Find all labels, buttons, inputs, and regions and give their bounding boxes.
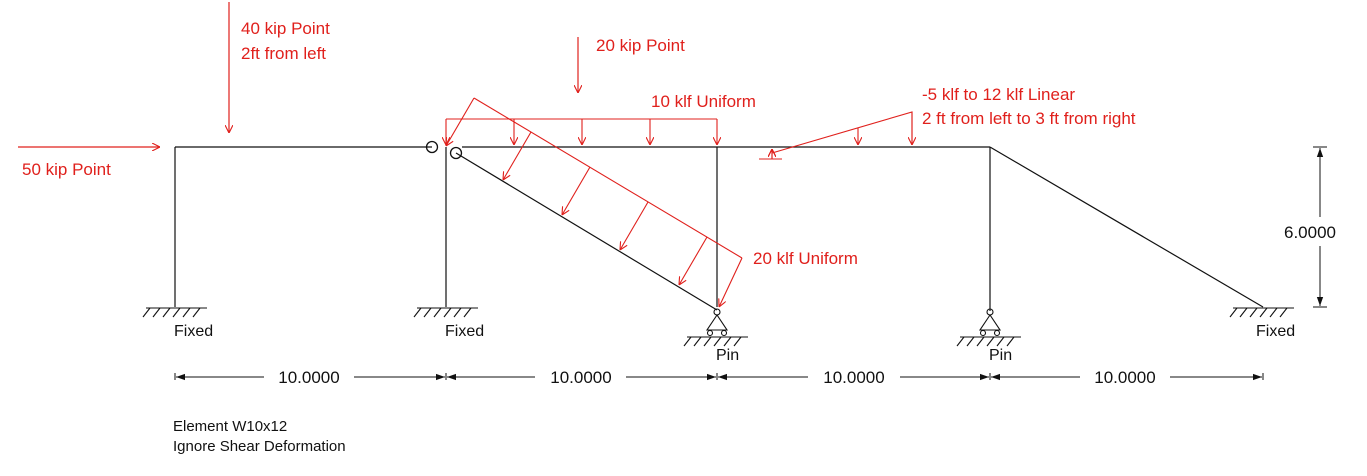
support-fixed-5: [1229, 307, 1294, 318]
load-label-20: 20 kip Point: [596, 36, 685, 55]
hinge-right: [449, 146, 463, 160]
diagonal-inner: [455, 152, 718, 311]
note-shear: Ignore Shear Deformation: [173, 438, 346, 455]
load-label-linear-1: -5 klf to 12 klf Linear: [922, 85, 1075, 104]
support-label-4: Pin: [989, 347, 1012, 364]
support-label-3: Pin: [716, 347, 739, 364]
dim-span-4: 10.0000: [1094, 368, 1155, 387]
structure: [174, 140, 1264, 311]
support-fixed-1: [142, 307, 207, 318]
dim-height: 6.0000: [1284, 223, 1336, 242]
load-label-linear-2: 2 ft from left to 3 ft from right: [922, 109, 1136, 128]
support-pin-3: [683, 308, 748, 347]
support-label-2: Fixed: [445, 323, 484, 340]
support-label-5: Fixed: [1256, 323, 1295, 340]
load-label-40-line1: 40 kip Point: [241, 19, 330, 38]
hinge-left: [425, 140, 439, 154]
load-label-uniform-10: 10 klf Uniform: [651, 92, 756, 111]
support-label-1: Fixed: [174, 323, 213, 340]
diagonal-right: [989, 146, 1264, 308]
load-label-40-line2: 2ft from left: [241, 44, 326, 63]
load-linear: [759, 111, 912, 160]
dimension-lines: [174, 146, 1327, 381]
dim-span-1: 10.0000: [278, 368, 339, 387]
note-element: Element W10x12: [173, 418, 288, 435]
load-uniform-10: [446, 118, 717, 145]
load-label-horizontal: 50 kip Point: [22, 160, 111, 179]
dim-span-3: 10.0000: [823, 368, 884, 387]
load-label-uniform-20: 20 klf Uniform: [753, 249, 858, 268]
dim-span-2: 10.0000: [550, 368, 611, 387]
load-uniform-20: [446, 97, 743, 307]
support-fixed-2: [413, 307, 478, 318]
support-pin-4: [956, 308, 1021, 347]
